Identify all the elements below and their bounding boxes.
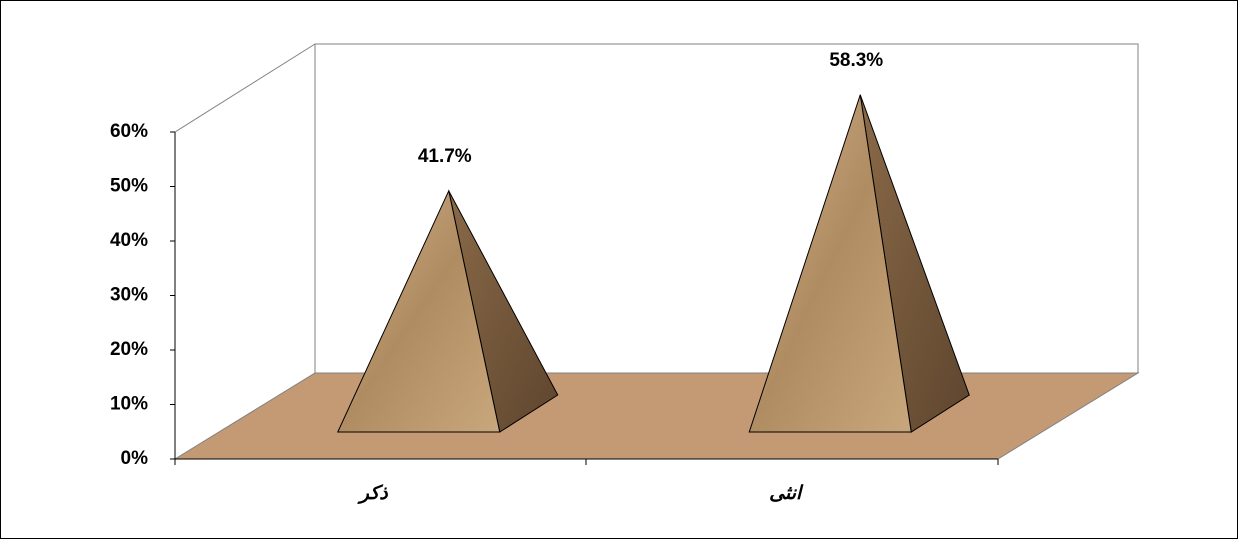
- x-tick-label: ذكر: [357, 483, 389, 504]
- side-wall-edge: [174, 43, 316, 133]
- y-tick-label: 40%: [110, 230, 148, 251]
- y-tick-label: 0%: [121, 448, 149, 469]
- y-tick-label: 10%: [110, 394, 148, 415]
- pyramid: [336, 189, 501, 433]
- y-tick-label: 50%: [110, 176, 148, 197]
- y-tick-label: 20%: [110, 339, 148, 360]
- y-tick-label: 60%: [110, 121, 148, 142]
- value-label: 58.3%: [829, 50, 883, 71]
- x-tick-label: انثى: [769, 483, 804, 504]
- y-tick-label: 30%: [110, 285, 148, 306]
- pyramid: [748, 94, 912, 433]
- floor: [173, 372, 1140, 460]
- value-label: 41.7%: [418, 146, 472, 167]
